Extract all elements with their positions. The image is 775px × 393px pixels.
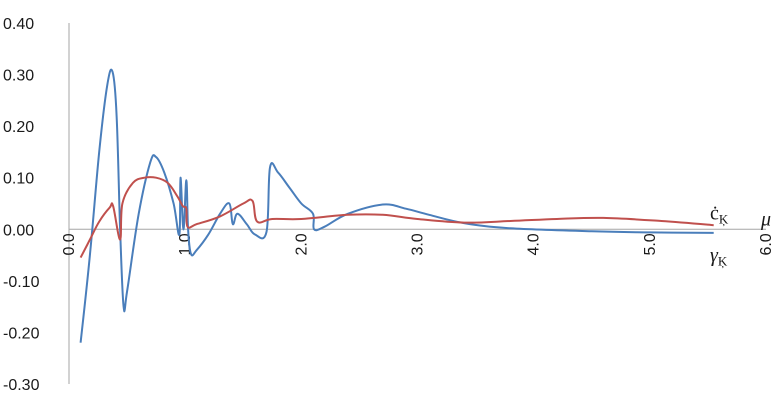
y-tick-label: 0.30: [3, 68, 34, 85]
series-line-c-dot: [79, 176, 714, 259]
y-tick-label: -0.20: [3, 325, 40, 342]
x-tick-label: 2.0: [293, 233, 310, 255]
y-tick-label: -0.30: [3, 377, 40, 393]
series-lines: [79, 68, 714, 343]
x-axis-label: μ: [760, 208, 771, 230]
y-tick-label: 0.10: [3, 171, 34, 188]
x-tick-label: 5.0: [642, 233, 659, 255]
x-tick-label: 1.0: [177, 233, 194, 255]
series-line-gamma: [79, 68, 714, 343]
x-tick-label: 6.0: [758, 233, 775, 255]
x-tick-labels: 0.0 1.0 2.0 3.0 4.0 5.0 6.0: [61, 233, 775, 255]
x-tick-label: 3.0: [410, 233, 427, 255]
y-tick-labels: 0.40 0.30 0.20 0.10 0.00 -0.10 -0.20 -0.30: [3, 16, 40, 393]
series-label-c-dot: ċĶ: [710, 202, 729, 226]
x-tick-label: 0.0: [61, 233, 78, 255]
y-tick-label: 0.00: [3, 222, 34, 239]
y-tick-label: -0.10: [3, 274, 40, 291]
y-tick-label: 0.20: [3, 119, 34, 136]
x-tick-label: 4.0: [526, 233, 543, 255]
series-label-gamma: γĶ: [710, 244, 728, 268]
y-tick-label: 0.40: [3, 16, 34, 33]
